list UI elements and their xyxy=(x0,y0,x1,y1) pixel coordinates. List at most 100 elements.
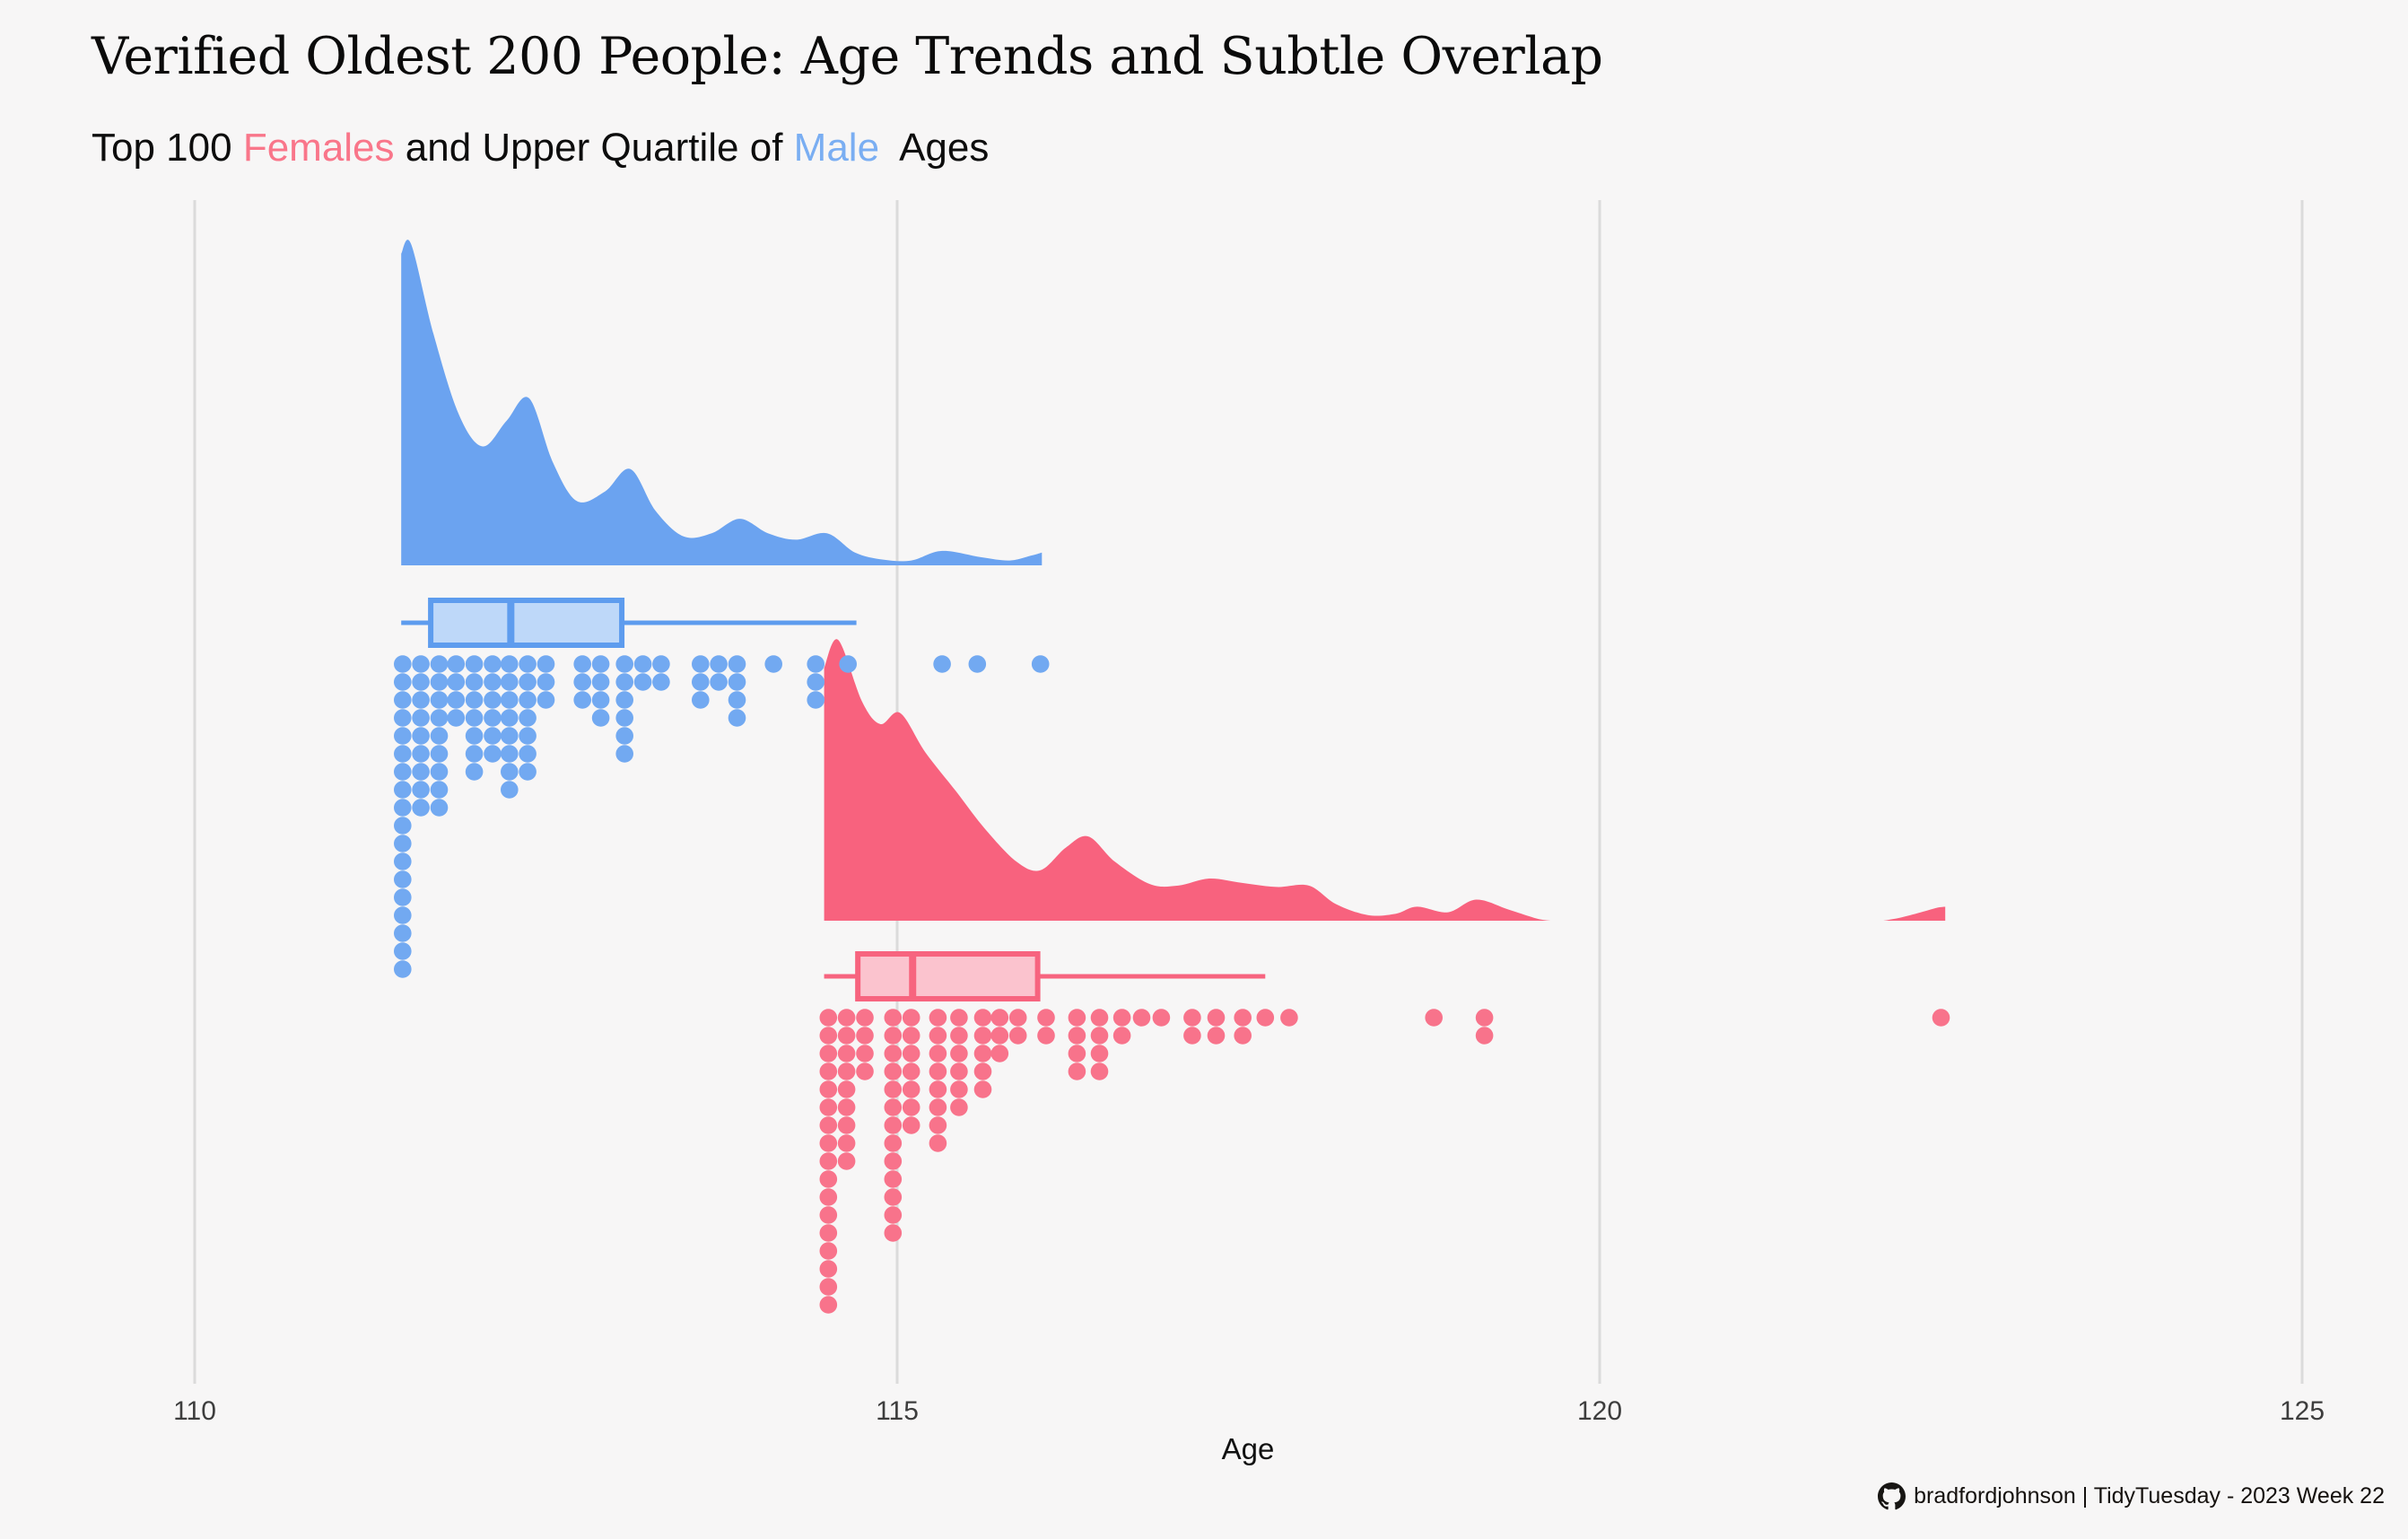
female-dot xyxy=(1008,1009,1027,1027)
subtitle-part-1: Females xyxy=(242,126,395,170)
female-dot xyxy=(1090,1009,1109,1027)
female-dot xyxy=(929,1134,947,1152)
female-dot xyxy=(819,1206,838,1224)
female-dot xyxy=(884,1009,903,1027)
male-dot xyxy=(501,691,519,709)
female-dot xyxy=(819,1009,838,1027)
female-dot xyxy=(819,1188,838,1206)
male-dot xyxy=(447,691,466,709)
female-dot xyxy=(1090,1045,1109,1062)
x-axis-title: Age xyxy=(1221,1432,1275,1465)
female-dot xyxy=(902,1098,920,1116)
female-dot xyxy=(1112,1027,1131,1045)
female-dot xyxy=(884,1062,903,1080)
male-dot xyxy=(430,673,449,691)
male-dot xyxy=(412,763,430,781)
female-dot xyxy=(929,1027,947,1045)
male-dot xyxy=(430,799,449,817)
male-dot xyxy=(537,655,555,673)
female-dot xyxy=(837,1009,856,1027)
female-dot xyxy=(1475,1027,1494,1045)
male-dot xyxy=(412,709,430,727)
chart-subtitle: Top 100 Females and Upper Quartile of Ma… xyxy=(92,126,989,171)
github-icon-path xyxy=(1878,1482,1906,1510)
female-dot xyxy=(884,1098,903,1116)
female-dot xyxy=(973,1062,992,1080)
male-dot xyxy=(465,673,484,691)
female-dot xyxy=(1932,1009,1950,1027)
x-tick-label-110: 110 xyxy=(173,1396,216,1426)
female-dot xyxy=(819,1080,838,1098)
male-dot xyxy=(430,781,449,799)
female-dot xyxy=(929,1062,947,1080)
female-boxplot-box xyxy=(855,951,1041,1001)
male-dot xyxy=(615,745,633,763)
male-dot xyxy=(501,727,519,745)
female-dot xyxy=(1132,1009,1151,1027)
female-dot xyxy=(884,1080,903,1098)
male-dot xyxy=(615,673,633,691)
female-dot xyxy=(884,1188,903,1206)
female-dot xyxy=(819,1098,838,1116)
female-dot xyxy=(884,1224,903,1242)
female-dot xyxy=(884,1116,903,1134)
x-tick-label-115: 115 xyxy=(876,1396,919,1426)
female-dot xyxy=(1183,1027,1201,1045)
female-dot xyxy=(1112,1009,1131,1027)
male-dot xyxy=(430,745,449,763)
male-dot xyxy=(412,691,430,709)
subtitle-part-4: Ages xyxy=(879,126,990,170)
female-dot xyxy=(1234,1009,1252,1027)
female-dot xyxy=(1068,1009,1086,1027)
female-dot xyxy=(884,1134,903,1152)
male-dot xyxy=(394,942,412,960)
female-dot xyxy=(819,1134,838,1152)
male-dot xyxy=(484,745,502,763)
male-dot xyxy=(394,924,412,942)
female-dot xyxy=(1090,1027,1109,1045)
male-dot xyxy=(501,673,519,691)
male-dot xyxy=(465,745,484,763)
male-dot xyxy=(692,673,710,691)
female-dot xyxy=(884,1045,903,1062)
male-dot xyxy=(519,673,537,691)
female-dot xyxy=(929,1009,947,1027)
male-dot xyxy=(728,655,746,673)
female-dot xyxy=(1183,1009,1201,1027)
female-dot xyxy=(902,1027,920,1045)
female-dot xyxy=(950,1009,968,1027)
github-icon xyxy=(1878,1482,1906,1510)
male-dot xyxy=(394,853,412,870)
female-dot xyxy=(1425,1009,1443,1027)
caption: bradfordjohnson | TidyTuesday - 2023 Wee… xyxy=(1878,1482,2385,1510)
female-dot xyxy=(1207,1009,1226,1027)
male-dot xyxy=(484,727,502,745)
female-dot xyxy=(1234,1027,1252,1045)
female-dot xyxy=(929,1080,947,1098)
female-dot xyxy=(819,1170,838,1188)
female-dot xyxy=(837,1027,856,1045)
male-dot xyxy=(430,655,449,673)
female-dot xyxy=(902,1116,920,1134)
male-dot xyxy=(394,655,412,673)
female-dot xyxy=(837,1134,856,1152)
male-dot xyxy=(519,691,537,709)
male-dot xyxy=(692,691,710,709)
female-dot xyxy=(819,1242,838,1260)
male-dot xyxy=(573,655,591,673)
male-dot xyxy=(839,655,857,673)
male-dot xyxy=(412,799,430,817)
male-dot xyxy=(1031,655,1050,673)
male-dot xyxy=(764,655,782,673)
male-dot xyxy=(591,673,610,691)
male-dot xyxy=(430,727,449,745)
female-dot xyxy=(929,1045,947,1062)
female-dot xyxy=(819,1224,838,1242)
female-dot xyxy=(837,1098,856,1116)
female-dot xyxy=(884,1206,903,1224)
female-dot xyxy=(856,1045,874,1062)
male-dot xyxy=(412,727,430,745)
male-dot xyxy=(394,835,412,853)
male-dot xyxy=(394,691,412,709)
